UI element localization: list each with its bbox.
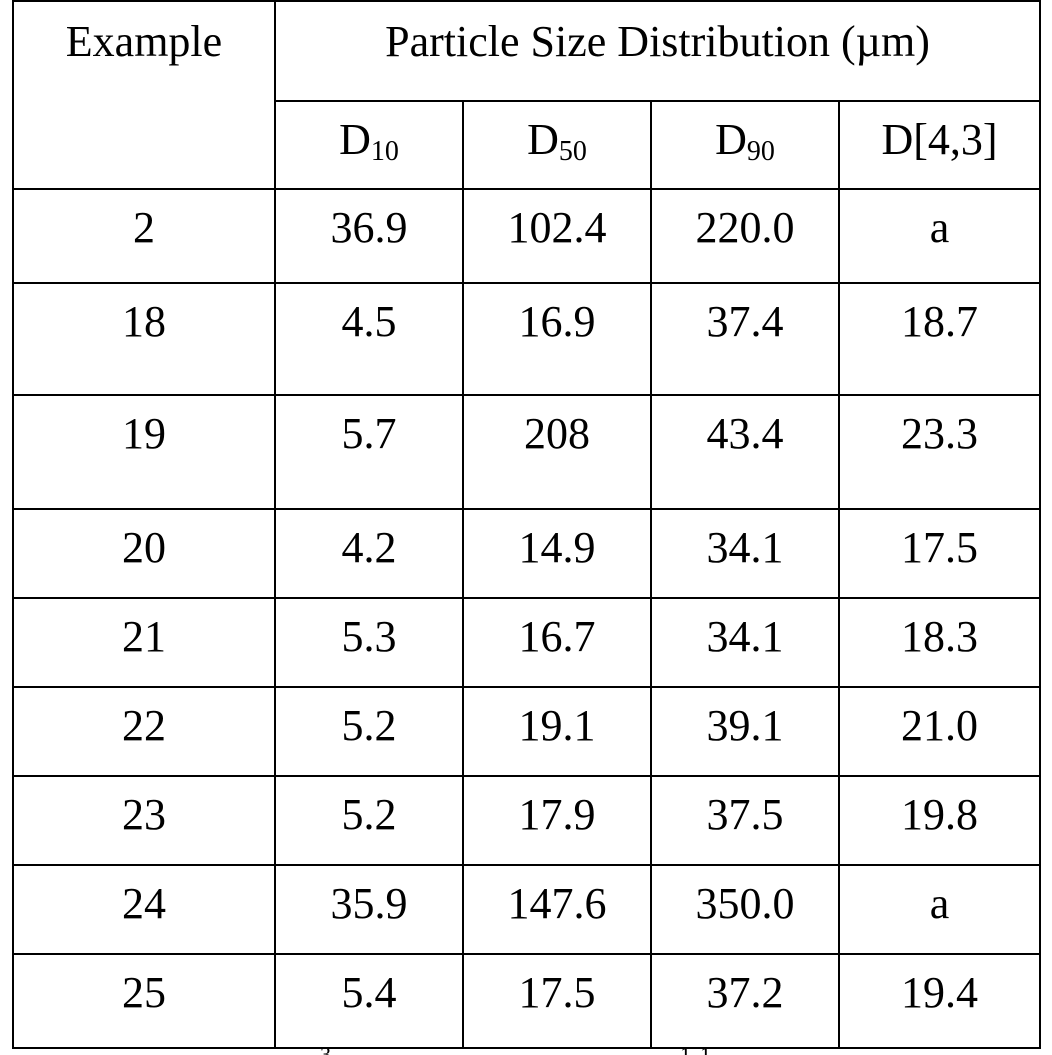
d50-cell: 208 — [463, 395, 651, 509]
example-cell: 21 — [13, 598, 275, 687]
example-cell: 24 — [13, 865, 275, 954]
d90-cell: 37.2 — [651, 954, 839, 1048]
d50-cell: 102.4 — [463, 189, 651, 283]
d10-cell: 5.2 — [275, 687, 463, 776]
d90-cell: 34.1 — [651, 509, 839, 598]
d43-cell: 21.0 — [839, 687, 1040, 776]
d90-cell: 39.1 — [651, 687, 839, 776]
example-cell: 19 — [13, 395, 275, 509]
d43-column-header: D[4,3] — [839, 101, 1040, 189]
d10-cell: 4.2 — [275, 509, 463, 598]
d50-cell: 16.7 — [463, 598, 651, 687]
example-cell: 22 — [13, 687, 275, 776]
d10-cell: 5.2 — [275, 776, 463, 865]
d50-column-header: D50 — [463, 101, 651, 189]
example-cell: 18 — [13, 283, 275, 395]
table-row: 235.217.937.519.8 — [13, 776, 1040, 865]
header-row: Example Particle Size Distribution (µm) — [13, 1, 1040, 101]
d90-cell: 220.0 — [651, 189, 839, 283]
d90-cell: 350.0 — [651, 865, 839, 954]
d90-cell: 37.5 — [651, 776, 839, 865]
d10-column-header: D10 — [275, 101, 463, 189]
particle-size-table: Example Particle Size Distribution (µm) … — [12, 0, 1041, 1049]
table-row: 204.214.934.117.5 — [13, 509, 1040, 598]
d43-cell: 18.3 — [839, 598, 1040, 687]
table-row: 236.9102.4220.0a — [13, 189, 1040, 283]
d90-column-header: D90 — [651, 101, 839, 189]
table-row: 215.316.734.118.3 — [13, 598, 1040, 687]
cropped-footnote: 3 1 1 — [300, 1044, 780, 1055]
table-row: 225.219.139.121.0 — [13, 687, 1040, 776]
d50-cell: 147.6 — [463, 865, 651, 954]
d43-cell: a — [839, 189, 1040, 283]
table-row: 2435.9147.6350.0a — [13, 865, 1040, 954]
d43-cell: 19.8 — [839, 776, 1040, 865]
d43-cell: 18.7 — [839, 283, 1040, 395]
d90-cell: 34.1 — [651, 598, 839, 687]
particle-size-group-header: Particle Size Distribution (µm) — [275, 1, 1040, 101]
d90-cell: 43.4 — [651, 395, 839, 509]
example-column-header: Example — [13, 1, 275, 189]
d10-cell: 5.3 — [275, 598, 463, 687]
d43-cell: 19.4 — [839, 954, 1040, 1048]
d10-cell: 4.5 — [275, 283, 463, 395]
d50-cell: 17.5 — [463, 954, 651, 1048]
d43-cell: a — [839, 865, 1040, 954]
d50-cell: 17.9 — [463, 776, 651, 865]
d10-cell: 35.9 — [275, 865, 463, 954]
d50-cell: 16.9 — [463, 283, 651, 395]
example-cell: 23 — [13, 776, 275, 865]
table-row: 184.516.937.418.7 — [13, 283, 1040, 395]
d90-cell: 37.4 — [651, 283, 839, 395]
example-cell: 20 — [13, 509, 275, 598]
d10-cell: 36.9 — [275, 189, 463, 283]
d10-cell: 5.4 — [275, 954, 463, 1048]
example-cell: 25 — [13, 954, 275, 1048]
example-cell: 2 — [13, 189, 275, 283]
table-row: 255.417.537.219.4 — [13, 954, 1040, 1048]
d43-cell: 23.3 — [839, 395, 1040, 509]
d10-cell: 5.7 — [275, 395, 463, 509]
table-row: 195.720843.423.3 — [13, 395, 1040, 509]
d50-cell: 19.1 — [463, 687, 651, 776]
d43-cell: 17.5 — [839, 509, 1040, 598]
d50-cell: 14.9 — [463, 509, 651, 598]
